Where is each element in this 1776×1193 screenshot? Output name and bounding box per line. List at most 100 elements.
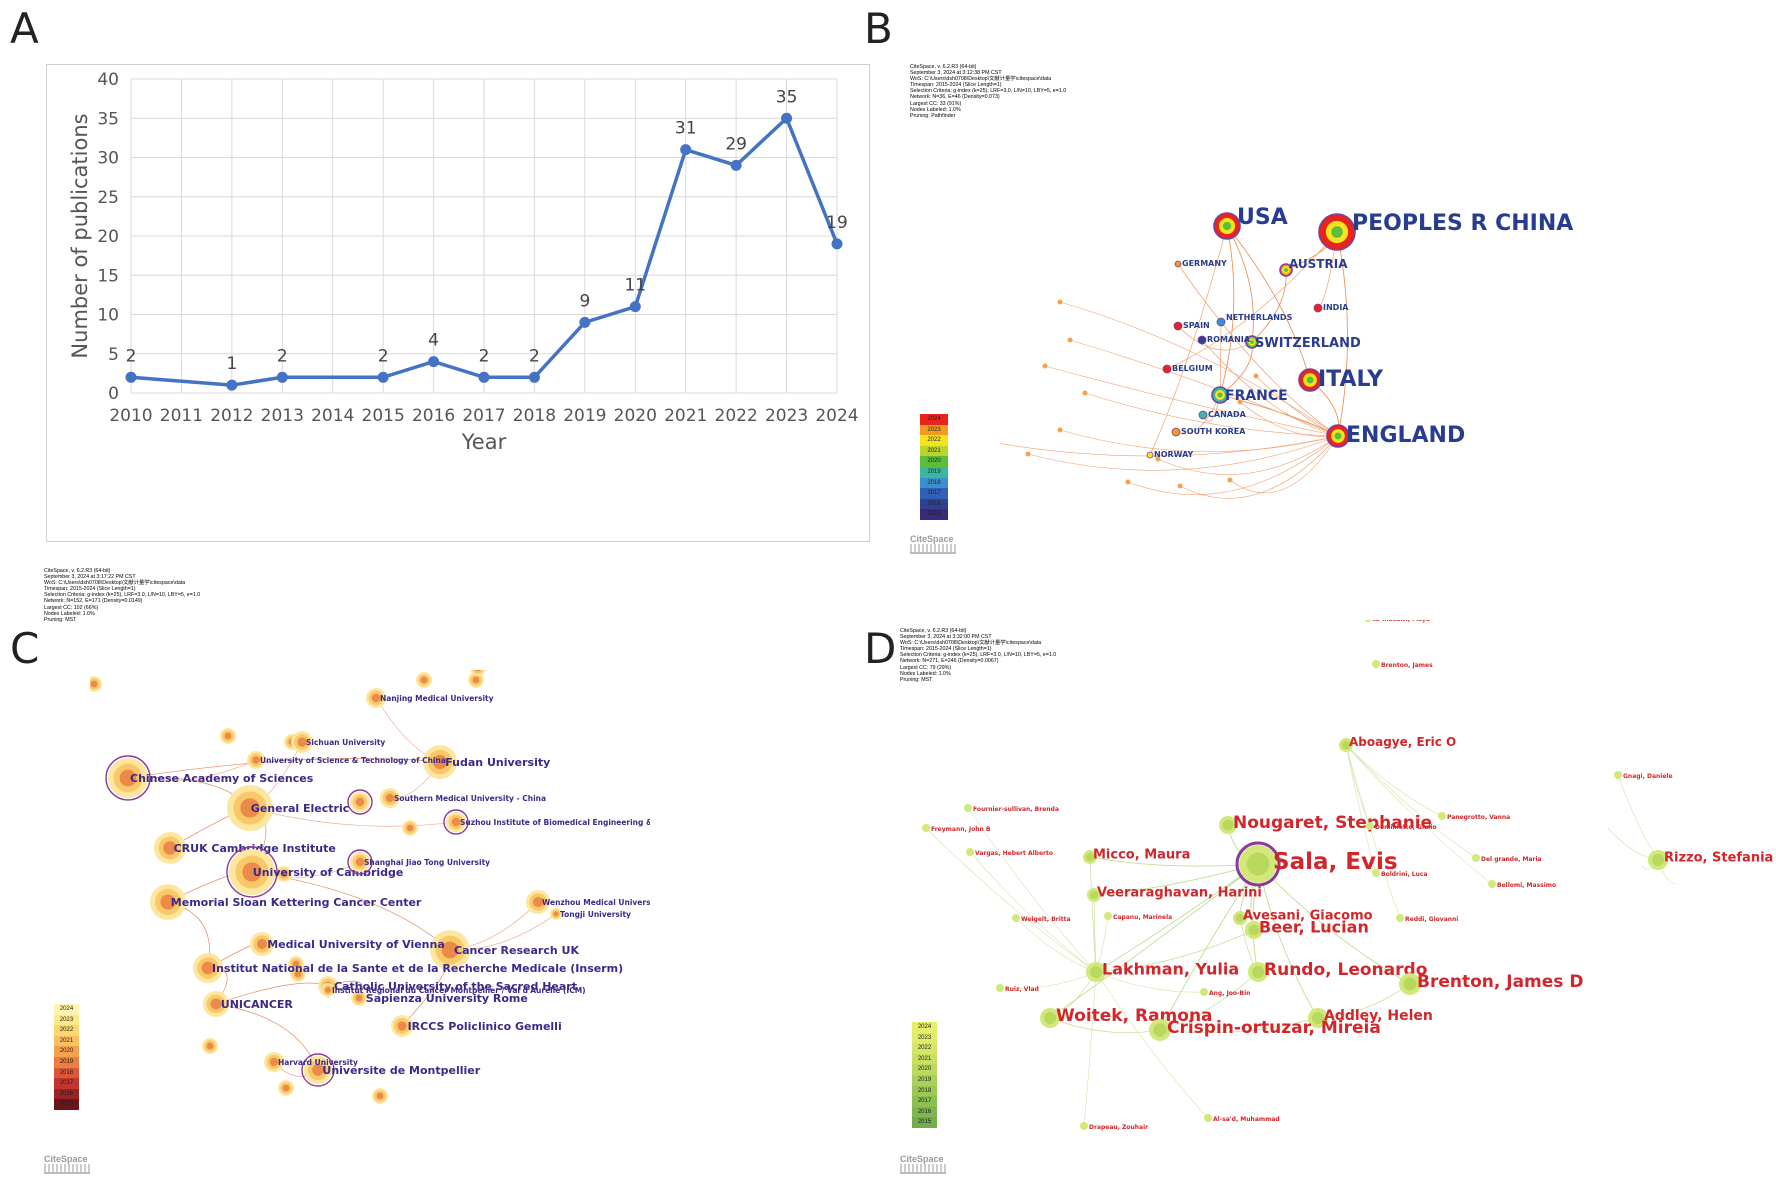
- data-point: [528, 371, 540, 383]
- data-label: 31: [675, 119, 697, 139]
- node-core: [1334, 432, 1342, 440]
- edge: [1095, 971, 1209, 1119]
- legend-year: 2019: [54, 1056, 79, 1068]
- node-core: [160, 894, 176, 910]
- network-node: [1366, 822, 1374, 830]
- edge: [967, 807, 1097, 973]
- network-node: [1372, 660, 1380, 668]
- edge: [249, 807, 457, 827]
- x-tick-label: 2015: [362, 406, 405, 426]
- node-core: [432, 754, 448, 770]
- y-tick-label: 30: [97, 149, 119, 169]
- node-core: [256, 938, 268, 950]
- node-label: Aboagye, Eric O: [1349, 735, 1456, 749]
- network-node: [1171, 427, 1181, 437]
- node-label: Suzhou Institute of Biomedical Engineeri…: [460, 818, 650, 827]
- node-core: [1044, 1012, 1056, 1024]
- node-label: IRCCS Policlinico Gemelli: [408, 1020, 562, 1033]
- node-label: Wenzhou Medical University: [542, 898, 650, 907]
- network-node: [922, 824, 930, 832]
- node-label: Boldrini, Luca: [1381, 871, 1427, 878]
- data-label: 4: [428, 331, 439, 351]
- x-tick-label: 2016: [412, 406, 455, 426]
- network-node: [1216, 317, 1226, 327]
- node-label: University of Science & Technology of Ch…: [260, 756, 446, 765]
- node-core: [472, 676, 480, 684]
- node-layer: [472, 670, 484, 674]
- node-core: [406, 824, 414, 832]
- node-core: [1403, 977, 1417, 991]
- legend-year: 2015: [912, 1117, 937, 1128]
- edge: [1049, 1017, 1161, 1034]
- network-node: [964, 804, 972, 812]
- node-label: General Electric: [251, 802, 349, 815]
- node-label: Chinese Academy of Sciences: [130, 772, 314, 785]
- centrality-ring: [1235, 841, 1281, 887]
- y-tick-label: 10: [97, 306, 119, 326]
- legend-year: 2023: [54, 1014, 79, 1026]
- node-core: [280, 870, 288, 878]
- legend-year: 2017: [912, 1096, 937, 1107]
- x-tick-label: 2012: [210, 406, 253, 426]
- edge: [1345, 744, 1493, 885]
- x-tick-label: 2018: [513, 406, 556, 426]
- legend-year: 2018: [54, 1067, 79, 1079]
- data-point: [226, 379, 238, 391]
- node-label: SWITZERLAND: [1255, 336, 1361, 351]
- legend-year: 2020: [920, 456, 948, 467]
- node-core: [451, 817, 461, 827]
- node-label: Southern Medical University - China: [394, 794, 546, 803]
- network-node: [1253, 373, 1259, 379]
- node-label: Capanu, Marinela: [1113, 914, 1172, 921]
- edge: [1177, 263, 1339, 437]
- node-core: [206, 1042, 214, 1050]
- network-node: [1177, 483, 1183, 489]
- edge: [1127, 435, 1339, 495]
- node-label: UNICANCER: [221, 998, 294, 1011]
- network-node: [1364, 620, 1372, 622]
- centrality-ring: [226, 846, 278, 898]
- network-node: [1227, 477, 1233, 483]
- node-label: AUSTRIA: [1289, 257, 1348, 271]
- node-label: ITALY: [1318, 367, 1384, 392]
- edge: [1219, 321, 1222, 396]
- node-label: USA: [1237, 205, 1288, 230]
- legend-year: 2024: [920, 414, 948, 425]
- legend-year: 2019: [920, 466, 948, 478]
- network-node: [1313, 303, 1323, 313]
- node-label: Freymann, John B: [931, 826, 991, 833]
- centrality-ring: [443, 809, 469, 835]
- node-core: [1331, 226, 1343, 238]
- network-node: [1472, 854, 1480, 862]
- legend-year: 2015: [920, 509, 948, 520]
- legend-year: 2016: [920, 498, 948, 510]
- network-node: [1438, 812, 1446, 820]
- node-core: [420, 676, 428, 684]
- network-node: [1082, 390, 1088, 396]
- node-label: Nanjing Medical University: [380, 694, 494, 703]
- network-node: [1125, 479, 1131, 485]
- node-core: [294, 970, 302, 978]
- network-node: [1155, 456, 1161, 462]
- edge: [999, 971, 1097, 989]
- node-label: ROMANIA: [1207, 335, 1251, 344]
- data-point: [276, 371, 288, 383]
- node-core: [1089, 890, 1099, 900]
- network-edges: [925, 744, 1677, 1127]
- network-node: [1057, 299, 1063, 305]
- node-core: [397, 1021, 407, 1031]
- node-label: Fournier-sullivan, Brenda: [973, 806, 1059, 813]
- node-label: Micco, Maura: [1093, 848, 1190, 863]
- y-tick-label: 20: [97, 227, 119, 247]
- data-point: [629, 301, 641, 313]
- node-label: Beer, Lucian: [1259, 918, 1369, 937]
- edge: [1049, 863, 1259, 1019]
- y-tick-label: 5: [108, 345, 119, 365]
- citespace-logo-c: CiteSpace: [44, 1154, 90, 1174]
- data-point: [579, 316, 591, 328]
- node-label: Sapienza University Rome: [366, 992, 528, 1005]
- edge: [1617, 774, 1659, 861]
- legend-year: 2023: [920, 424, 948, 436]
- data-point: [125, 371, 137, 383]
- edge: [1069, 339, 1339, 437]
